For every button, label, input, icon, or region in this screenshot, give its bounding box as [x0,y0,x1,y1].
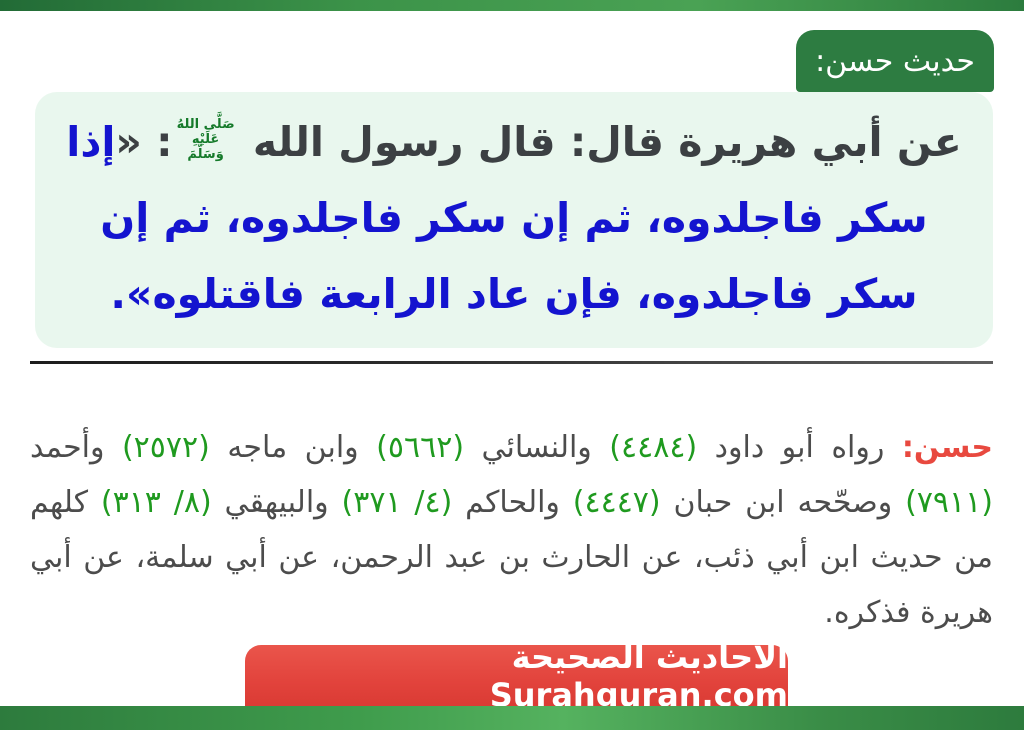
text-segment: (٤٤٨٤) [609,430,698,465]
top-gradient-bar [0,0,1024,11]
text-segment: (٨/ ٣١٣) [100,485,212,520]
hadith-matn: إذا سكر فاجلدوه، ثم إن سكر فاجلدوه، ثم إ… [66,118,928,318]
text-segment: (٧٩١١) [905,485,993,520]
hadith-text-box: عن أبي هريرة قال: قال رسول الله صَلَّى ا… [35,92,993,348]
saw-line-3: وَسَلَّمَ [187,146,224,162]
text-segment: رواه أبو داود [697,430,902,465]
saw-line-1: صَلَّى اللهُ [176,116,235,132]
text-segment: وابن ماجه [209,430,377,465]
text-segment: (٤٤٤٧) [572,485,661,520]
hadith-isnad-intro: عن أبي هريرة قال: قال رسول الله [238,118,962,166]
grading-paragraph: حسن: رواه أبو داود (٤٤٨٤) والنسائي (٥٦٦٢… [30,420,993,640]
text-segment: وصحّحه ابن حبان [660,485,906,520]
text-segment: (٤/ ٣٧١) [341,485,453,520]
text-segment: كلهم من حديث ابن أبي ذئب، عن الحارث بن ع… [30,485,993,630]
salallahu-alayhi-wasallam-ligature: صَلَّى اللهُ عَلَيْهِ وَسَلَّمَ [177,117,235,162]
saw-line-2: عَلَيْهِ [191,131,220,147]
text-segment: وأحمد [30,430,122,465]
hadith-colon-quote: : « [115,118,173,166]
text-segment: حسن: [901,430,993,465]
hadith-grade-badge-label: حديث حسن: [815,43,975,79]
site-banner-label: الأحاديث الصحيحة Surahquran.com [489,638,788,714]
text-segment: والحاكم [452,485,573,520]
text-segment: (٥٦٦٢) [376,430,465,465]
bottom-gradient-bar [0,706,1024,730]
horizontal-divider [30,361,993,364]
text-segment: والنسائي [464,430,610,465]
text-segment: والبيهقي [211,485,342,520]
hadith-grade-badge: حديث حسن: [796,30,994,92]
site-banner: الأحاديث الصحيحة Surahquran.com [245,638,788,714]
text-segment: (٢٥٧٢) [121,430,210,465]
